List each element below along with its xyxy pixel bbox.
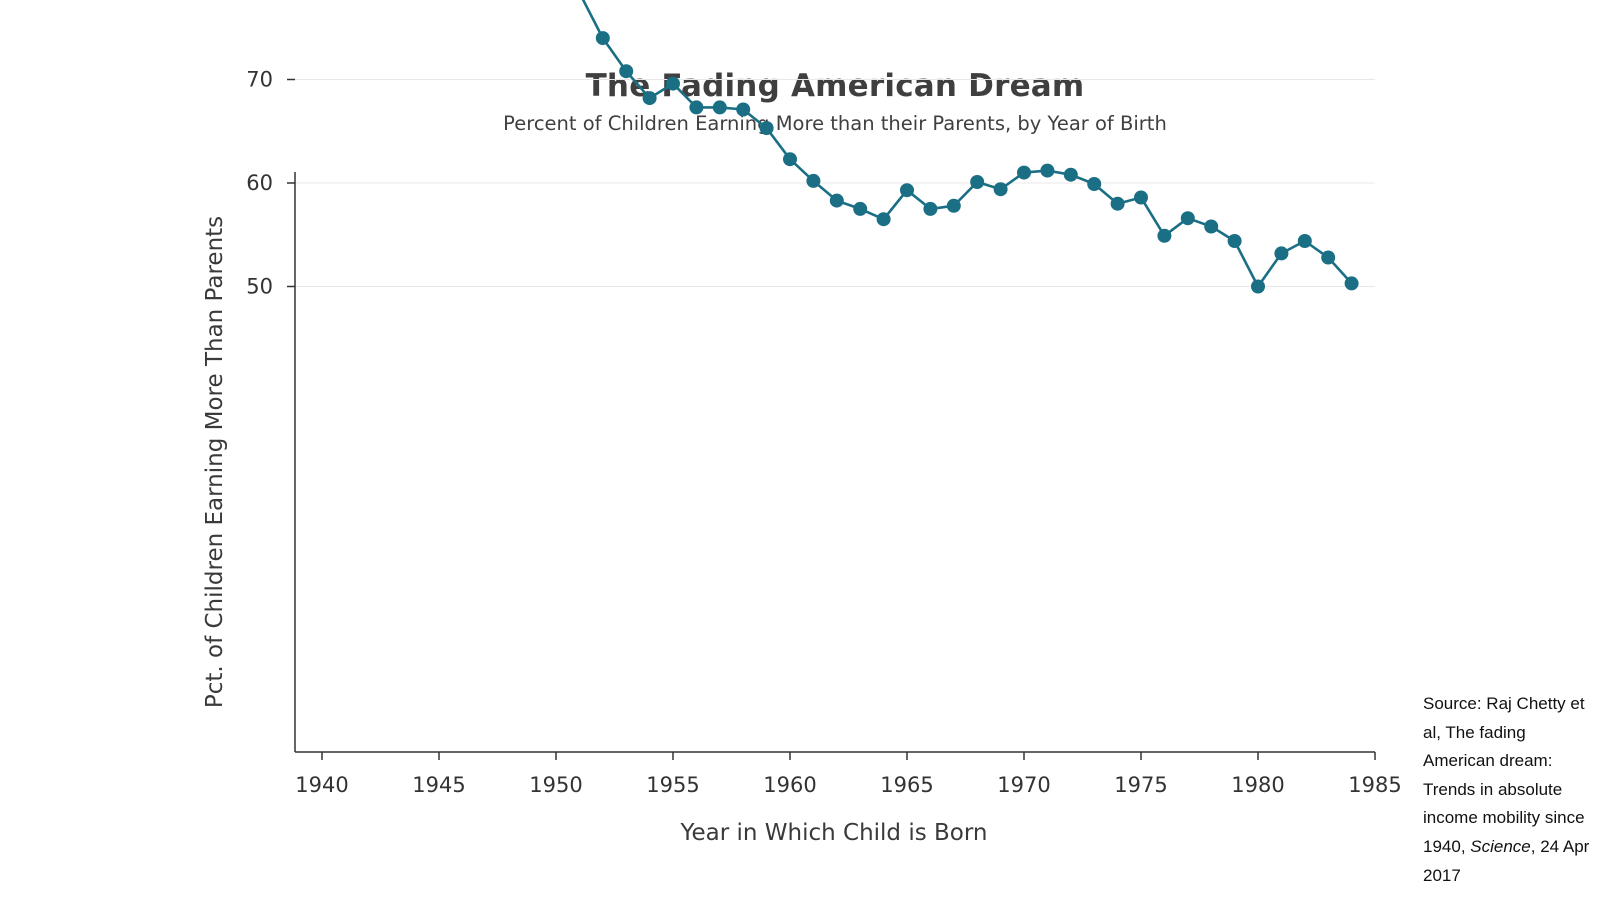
data-point: [1227, 234, 1242, 248]
x-tick-label: 1965: [880, 773, 933, 797]
data-point: [619, 64, 634, 79]
data-point: [970, 175, 985, 189]
data-point: [1087, 177, 1102, 191]
source-text: Source: Raj Chetty et al, The fading Ame…: [1423, 694, 1585, 856]
data-point: [783, 152, 797, 167]
x-tick-label: 1955: [646, 773, 699, 797]
data-point: [1017, 165, 1031, 180]
data-point: [946, 198, 961, 213]
data-point: [1134, 190, 1148, 205]
y-tick-labels: 5060708090100: [246, 68, 295, 299]
source-date: , 24 Apr 2017: [1423, 836, 1590, 885]
x-tick-labels: 1940 1945 1950 1955 1960 1965 1970 1975 1980 1985: [295, 752, 1402, 797]
data-point: [1110, 196, 1125, 211]
data-point: [829, 193, 844, 208]
y-tick-label: 50: [246, 275, 273, 299]
data-point: [1204, 219, 1219, 234]
data-point: [666, 76, 680, 91]
x-tick-label: 1980: [1231, 773, 1284, 797]
data-point: [1297, 234, 1312, 248]
data-point: [1274, 246, 1289, 261]
data-point: [1040, 163, 1055, 178]
data-point: [923, 201, 938, 216]
data-point: [736, 102, 751, 117]
x-tick-label: 1940: [295, 773, 348, 797]
data-point: [642, 91, 657, 106]
data-point: [853, 201, 868, 216]
y-tick-label: 60: [246, 171, 273, 195]
axes: [294, 172, 1375, 753]
data-point: [1321, 250, 1336, 265]
data-point: [1157, 228, 1172, 243]
x-tick-label: 1970: [997, 773, 1050, 797]
chart-subtitle: Percent of Children Earning More than th…: [503, 112, 1167, 135]
data-point: [1063, 167, 1078, 182]
x-tick-label: 1945: [412, 773, 465, 797]
data-point: [900, 183, 914, 198]
data-point: [1251, 279, 1265, 294]
series-line: [581, 0, 1353, 288]
x-tick-label: 1985: [1348, 773, 1401, 797]
data-point: [595, 31, 610, 46]
data-point: [993, 182, 1008, 197]
data-point: [1344, 276, 1359, 291]
x-tick-label: 1950: [529, 773, 582, 797]
data-points: [595, 31, 1359, 294]
gridlines: [295, 79, 1375, 287]
data-point: [876, 212, 891, 227]
data-point: [806, 173, 821, 188]
series-line-group: [581, 0, 1353, 288]
source-journal: Science: [1470, 836, 1531, 856]
x-tick-label: 1960: [763, 773, 816, 797]
x-tick-label: 1975: [1114, 773, 1167, 797]
data-point: [759, 121, 774, 136]
y-tick-label: 70: [246, 68, 273, 92]
source-note: Source: Raj Chetty et al, The fading Ame…: [1423, 690, 1599, 890]
y-axis-label: Pct. of Children Earning More Than Paren…: [202, 216, 228, 708]
data-point: [1180, 211, 1195, 226]
data-point: [689, 100, 704, 115]
data-point: [712, 100, 727, 115]
x-axis-label: Year in Which Child is Born: [679, 820, 987, 846]
